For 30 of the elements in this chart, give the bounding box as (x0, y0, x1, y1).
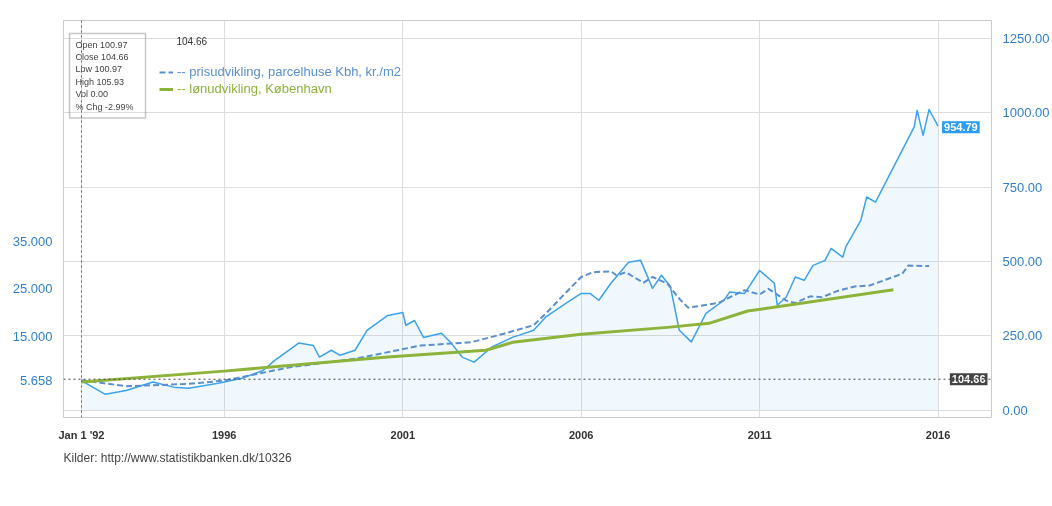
y-tick-label: 5.658 (19, 372, 53, 388)
x-tick-label: 2016 (925, 428, 951, 441)
x-tick-label: 2011 (747, 428, 772, 441)
y2-tick-label: 750.00 (1002, 179, 1043, 195)
y-tick-label: 25.000 (12, 281, 53, 297)
y2-tick-label: 250.00 (1002, 328, 1043, 344)
y-tick-label: 15.000 (12, 328, 53, 344)
legend-label: -- lønudvikling, København (177, 81, 332, 96)
ref-line-label: 104.66 (951, 373, 986, 386)
annotation: 954.79 (944, 121, 978, 134)
line-series (79, 288, 895, 384)
text: Kilder: http://www.statistikbanken.dk/10326 (63, 450, 292, 465)
y-tick-label: 35.000 (12, 233, 53, 249)
annotation: Low 100.97 (75, 64, 123, 75)
y2-tick-label: 1250.00 (1002, 30, 1050, 46)
x-tick-label: Jan 1 '92 (58, 428, 105, 441)
annotation: % Chg -2.99% (75, 101, 134, 112)
y2-tick-label: 500.00 (1002, 254, 1043, 270)
x-tick-label: 1996 (212, 428, 237, 441)
annotation: Open 100.97 (75, 39, 128, 50)
legend-label: -- prisudvikling, parcelhuse Kbh, kr./m2 (177, 64, 401, 79)
annotation: 104.66 (176, 35, 208, 47)
annotation: High 105.93 (75, 76, 125, 87)
x-tick-label: 2006 (568, 428, 594, 441)
annotation: Vol 0.00 (75, 89, 109, 100)
line-series (80, 264, 931, 388)
x-tick-label: 2001 (390, 428, 416, 441)
annotation: Close 104.66 (75, 51, 129, 62)
y2-tick-label: 1000.00 (1002, 105, 1050, 121)
y2-tick-label: 0.00 (1002, 402, 1028, 418)
